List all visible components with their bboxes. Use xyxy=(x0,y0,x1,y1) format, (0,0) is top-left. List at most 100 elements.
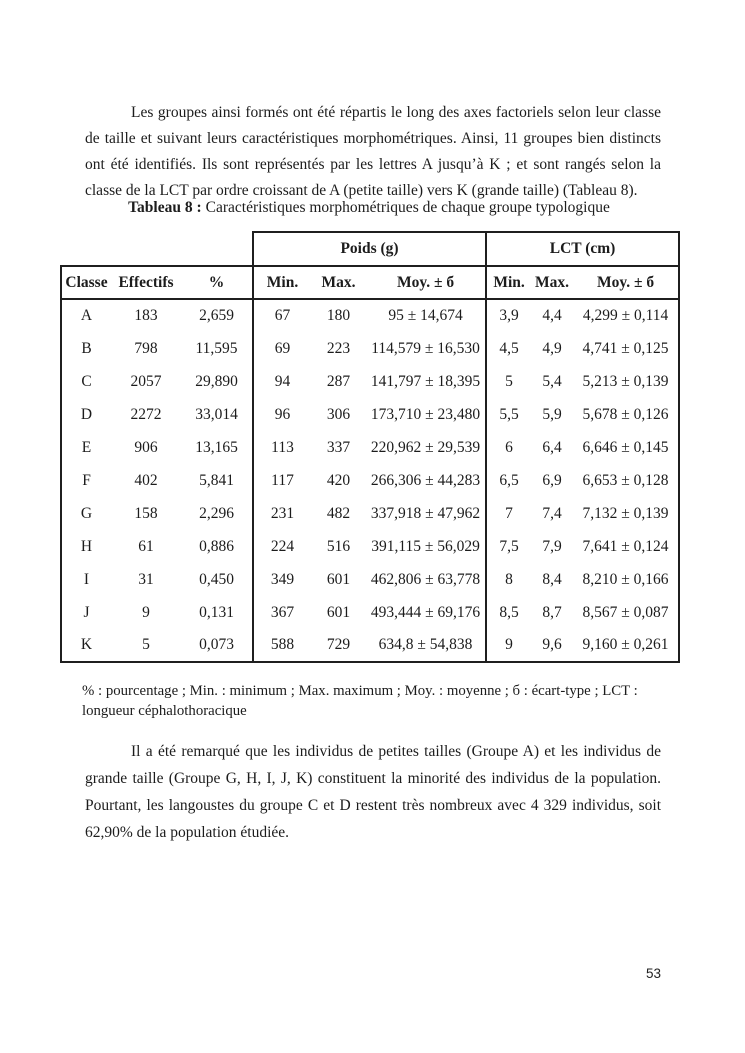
col-header-poids-max: Max. xyxy=(311,265,367,300)
table-cell: 4,4 xyxy=(542,307,562,324)
col-header-classe: Classe xyxy=(60,265,111,300)
table-cell: 94 xyxy=(252,365,312,398)
table-cell: 5,213 ± 0,139 xyxy=(573,365,681,398)
table-cell: 6,9 xyxy=(542,471,562,489)
table-row: H 61 0,886 224 516 391,115 ± 56,029 7,5 7,9 7,64… xyxy=(60,530,681,563)
table-cell: 117 xyxy=(252,464,312,497)
table-cell: 588 xyxy=(252,629,312,663)
table-cell: 634,8 ± 54,838 xyxy=(366,629,487,663)
table-cell: 7,132 ± 0,139 xyxy=(573,497,681,530)
table-cell: 113 xyxy=(252,431,312,464)
table-caption-text: Caractéristiques morphométriques de chaq… xyxy=(205,199,610,216)
table-cell: 8,567 ± 0,087 xyxy=(573,596,681,629)
group-header-poids: Poids (g) xyxy=(252,231,488,266)
table-cell: 231 xyxy=(252,497,312,530)
col-header-poids-min: Min. xyxy=(252,265,312,300)
table-cell: 61 xyxy=(138,537,154,555)
table-cell: 0,073 xyxy=(181,629,254,663)
table-cell: B xyxy=(60,332,111,365)
table-cell: 2,296 xyxy=(199,504,234,522)
table-cell: 5,4 xyxy=(542,372,562,390)
table-cell: 287 xyxy=(326,372,351,390)
table-cell: 0,450 xyxy=(199,570,234,588)
table-row: D 2272 33,014 96 306 173,710 ± 23,480 5,5 5,9 5,… xyxy=(60,398,681,431)
table-cell: 462,806 ± 63,778 xyxy=(370,570,481,588)
table-row: J 9 0,131 367 601 493,444 ± 69,176 8,5 8,7 8,567… xyxy=(60,596,681,629)
table-row: C 2057 29,890 94 287 141,797 ± 18,395 5 5,4 5,21… xyxy=(60,365,681,398)
table-cell: 306 xyxy=(326,405,351,423)
table-cell: 4,9 xyxy=(542,339,562,357)
table-cell: 223 xyxy=(326,339,351,357)
table-cell: 8,4 xyxy=(542,570,562,588)
table-cell: 31 xyxy=(138,570,154,588)
table-cell: 7,9 xyxy=(542,537,562,555)
table-cell: H xyxy=(60,530,111,563)
table-cell: 6,4 xyxy=(542,438,562,456)
table-cell: 5,9 xyxy=(542,405,562,423)
col-header-poids-moy: Moy. ± б xyxy=(366,265,487,300)
table-cell: 2057 xyxy=(130,372,162,390)
table-cell: 798 xyxy=(134,339,158,357)
table-cell: 6,653 ± 0,128 xyxy=(573,464,681,497)
table-cell: 8,5 xyxy=(485,596,532,629)
table-cell: 6,5 xyxy=(485,464,532,497)
col-header-effectifs: Effectifs xyxy=(111,265,181,300)
table-cell: 4,741 ± 0,125 xyxy=(573,332,681,365)
table-cell: 7,641 ± 0,124 xyxy=(573,530,681,563)
table-cell: D xyxy=(60,398,111,431)
table-cell: I xyxy=(60,563,111,596)
table-cell: A xyxy=(60,299,111,332)
table-cell: 96 xyxy=(252,398,312,431)
table-row: I 31 0,450 349 601 462,806 ± 63,778 8 8,4 8,210 … xyxy=(60,563,681,596)
table-cell: 0,131 xyxy=(199,603,234,621)
col-header-lct-moy: Moy. ± б xyxy=(573,265,681,300)
discussion-paragraph: Il a été remarqué que les individus de p… xyxy=(85,742,661,841)
table-cell: J xyxy=(60,596,111,629)
table-cell: K xyxy=(60,629,111,663)
table-row: K 5 0,073 588 729 634,8 ± 54,838 9 9,6 9,160 ± 0… xyxy=(60,629,681,663)
table-cell: 29,890 xyxy=(195,372,238,390)
table-cell: 2272 xyxy=(130,405,162,423)
table-cell: 5,678 ± 0,126 xyxy=(573,398,681,431)
page-number: 53 xyxy=(645,966,661,981)
table-cell: 158 xyxy=(134,504,158,522)
table-cell: 224 xyxy=(252,530,312,563)
table-caption-label: Tableau 8 : xyxy=(128,199,202,216)
table-row: G 158 2,296 231 482 337,918 ± 47,962 7 7,4 7,132… xyxy=(60,497,681,530)
table-cell: 266,306 ± 44,283 xyxy=(370,471,481,489)
table-cell: 183 xyxy=(134,307,158,324)
table-cell: 601 xyxy=(326,603,351,621)
intro-paragraph: Les groupes ainsi formés ont été réparti… xyxy=(85,103,661,199)
table-footnote: % : pourcentage ; Min. : minimum ; Max. … xyxy=(82,682,638,719)
table-cell: 729 xyxy=(311,629,367,663)
table-cell: 9,6 xyxy=(531,629,574,663)
group-header-lct: LCT (cm) xyxy=(486,231,681,266)
table-cell: 402 xyxy=(134,471,158,489)
table-cell: 8 xyxy=(485,563,532,596)
col-header-lct-max: Max. xyxy=(531,265,574,300)
table-cell: 906 xyxy=(134,438,158,456)
table-group-header-row: Poids (g) LCT (cm) xyxy=(61,231,681,266)
table-cell: F xyxy=(60,464,111,497)
table-cell: 180 xyxy=(326,307,351,324)
table-cell: C xyxy=(60,365,111,398)
table-corner-cell xyxy=(61,232,253,266)
table-row: B 798 11,595 69 223 114,579 ± 16,530 4,5 4,9 4,7… xyxy=(60,332,681,365)
table-cell: 8,210 ± 0,166 xyxy=(573,563,681,596)
table-cell: 482 xyxy=(326,504,351,522)
table-column-header-row: Classe Effectifs % Min. Max. Moy. ± б Mi… xyxy=(60,265,681,300)
table-cell: 493,444 ± 69,176 xyxy=(370,603,481,621)
table-cell: 13,165 xyxy=(195,438,238,456)
table-cell: 9 xyxy=(142,603,150,621)
table-cell: 4,299 ± 0,114 xyxy=(573,299,681,332)
table-cell: 6,646 ± 0,145 xyxy=(573,431,681,464)
table-cell: 141,797 ± 18,395 xyxy=(370,372,481,390)
morphometrics-table: Poids (g) LCT (cm) Classe Effectifs % Mi… xyxy=(60,231,681,663)
table-cell: 173,710 ± 23,480 xyxy=(370,405,481,423)
table-caption: Tableau 8 : Caractéristiques morphométriq… xyxy=(60,199,678,217)
table-cell: 8,7 xyxy=(542,603,562,621)
table-cell: 7,5 xyxy=(485,530,532,563)
table-cell: 5,841 xyxy=(199,471,234,489)
table-row: A 183 2,659 67 180 95 ± 14,674 3,9 4,4 4,299 ± 0… xyxy=(60,299,681,332)
table-row: F 402 5,841 117 420 266,306 ± 44,283 6,5 6,9 6,6… xyxy=(60,464,681,497)
